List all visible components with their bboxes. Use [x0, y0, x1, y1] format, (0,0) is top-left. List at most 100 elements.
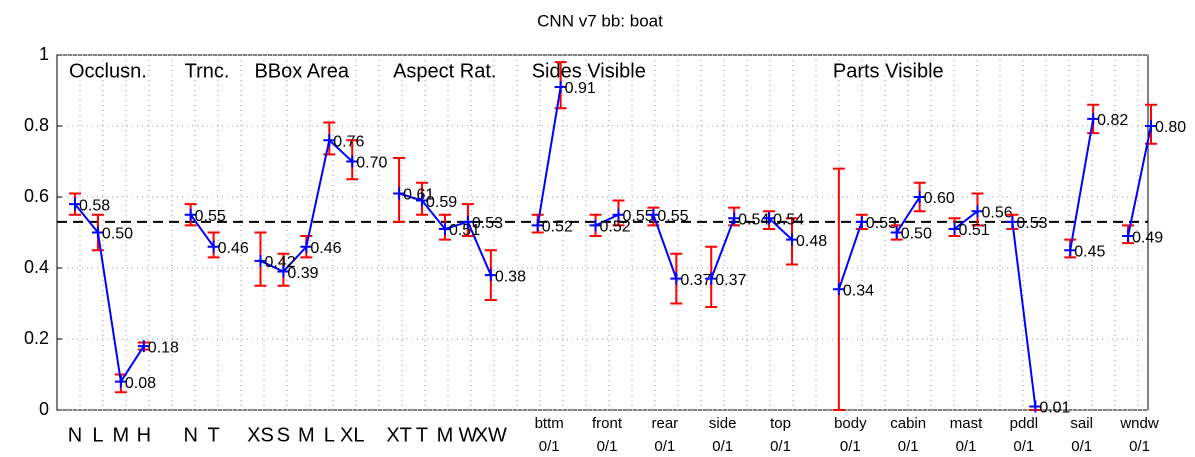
y-tick-label: 0.6 — [24, 186, 49, 206]
marker — [670, 272, 683, 285]
marker — [69, 198, 81, 211]
y-tick-label: 0 — [39, 399, 49, 419]
value-label: 0.55 — [657, 208, 688, 225]
value-label: 0.45 — [1074, 243, 1105, 260]
marker — [323, 134, 336, 147]
x-tick-label: XW — [475, 424, 507, 446]
marker — [913, 191, 926, 203]
value-label: 0.53 — [472, 215, 503, 232]
value-label: 0.53 — [866, 215, 897, 232]
value-label: 0.91 — [565, 80, 596, 97]
value-label: 0.55 — [195, 208, 226, 225]
x-tick-sublabel: 0/1 — [770, 438, 791, 455]
marker — [1064, 244, 1077, 257]
x-tick-label: pddl — [1010, 415, 1038, 432]
x-tick-sublabel: 0/1 — [597, 438, 618, 455]
marker — [948, 222, 961, 235]
x-tick-label: M — [437, 424, 454, 446]
x-tick-label: M — [113, 424, 130, 446]
marker — [438, 222, 451, 235]
x-tick-label: sail — [1070, 415, 1093, 432]
value-label: 0.08 — [125, 375, 156, 392]
x-tick-label: bttm — [535, 415, 564, 432]
value-label: 0.52 — [600, 219, 631, 236]
line — [837, 221, 863, 290]
value-label: 0.42 — [264, 254, 295, 271]
marker — [254, 254, 267, 267]
value-label: 0.48 — [796, 233, 827, 250]
marker — [728, 212, 741, 225]
y-tick-label: 0.8 — [24, 115, 49, 135]
line — [1127, 125, 1152, 237]
value-label: 0.50 — [102, 226, 133, 243]
line — [189, 214, 215, 248]
line — [953, 210, 979, 230]
x-tick-sublabel: 0/1 — [1013, 438, 1034, 455]
marker — [1087, 112, 1100, 125]
marker — [346, 155, 359, 168]
value-label: 0.37 — [715, 272, 746, 289]
group-label: Aspect Rat. — [393, 60, 496, 82]
marker — [184, 208, 197, 221]
line — [710, 217, 736, 280]
marker — [612, 208, 625, 221]
x-tick-label: T — [208, 424, 220, 446]
line — [595, 213, 619, 227]
value-label: 0.70 — [356, 155, 387, 172]
x-tick-sublabel: 0/1 — [1129, 438, 1150, 455]
marker — [890, 226, 903, 239]
value-label: 0.34 — [843, 283, 874, 300]
marker — [647, 208, 660, 221]
line — [768, 217, 793, 241]
x-tick-sublabel: 0/1 — [898, 438, 919, 455]
x-tick-sublabel: 0/1 — [539, 438, 560, 455]
value-label: 0.52 — [542, 219, 573, 236]
y-tick-label: 0.2 — [24, 328, 49, 348]
value-label: 0.39 — [287, 265, 318, 282]
value-label: 0.56 — [981, 204, 1012, 221]
marker — [786, 233, 799, 246]
x-tick-label: wndw — [1119, 415, 1159, 432]
group-label: Parts Visible — [833, 60, 944, 82]
line — [1011, 221, 1037, 407]
x-tick-label: XL — [340, 424, 364, 446]
value-label: 0.50 — [901, 226, 932, 243]
value-label: 0.60 — [924, 190, 955, 207]
value-label: 0.54 — [773, 212, 804, 229]
marker — [277, 265, 290, 278]
value-label: 0.46 — [310, 240, 341, 257]
marker — [137, 340, 150, 353]
marker — [1029, 400, 1042, 413]
value-label: 0.46 — [218, 240, 249, 257]
x-tick-sublabel: 0/1 — [712, 438, 733, 455]
marker — [971, 205, 984, 218]
value-label: 0.38 — [495, 268, 526, 285]
marker — [855, 215, 868, 228]
x-tick-sublabel: 0/1 — [654, 438, 675, 455]
value-label: 0.80 — [1155, 119, 1186, 136]
marker — [1145, 120, 1157, 132]
x-tick-label: L — [92, 424, 103, 446]
marker — [763, 212, 776, 225]
marker — [461, 215, 474, 228]
group-label: Sides Visible — [532, 60, 646, 82]
x-tick-label: cabin — [890, 415, 926, 432]
y-tick-label: 0.4 — [24, 257, 49, 277]
value-label: 0.37 — [680, 272, 711, 289]
x-tick-label: rear — [652, 415, 679, 432]
value-label: 0.76 — [333, 133, 364, 150]
chart-title: CNN v7 bb: boat — [537, 11, 663, 30]
line — [895, 196, 921, 234]
line — [74, 203, 145, 385]
x-tick-label: body — [834, 415, 867, 432]
value-label: 0.51 — [449, 222, 480, 239]
value-label: 0.18 — [148, 339, 179, 356]
marker — [1122, 230, 1135, 243]
group-label: Occlusn. — [69, 60, 147, 82]
x-tick-label: front — [592, 415, 623, 432]
x-tick-label: N — [68, 424, 82, 446]
marker — [589, 219, 602, 232]
marker — [114, 375, 127, 388]
x-tick-label: side — [709, 415, 737, 432]
